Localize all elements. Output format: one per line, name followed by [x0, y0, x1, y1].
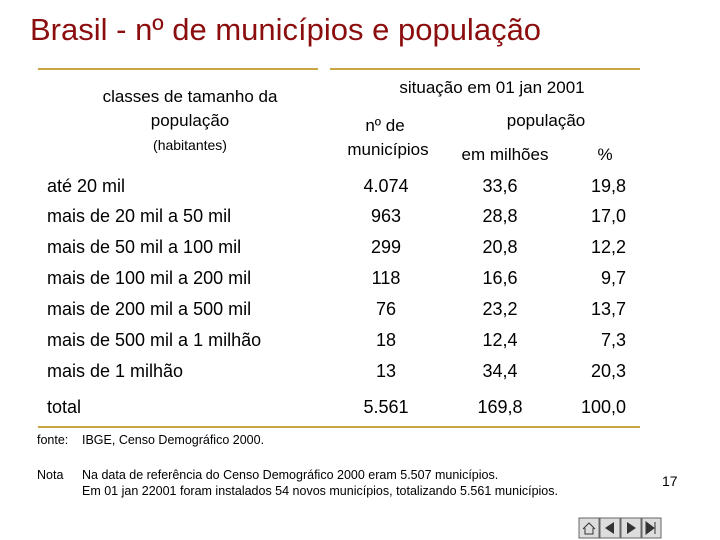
cell: 19,8	[590, 176, 626, 196]
cell: 12,2	[590, 237, 626, 257]
cell: 9,7	[600, 268, 626, 288]
cell: 100,0	[580, 397, 626, 417]
cell: 5.561	[363, 397, 409, 417]
cell: 23,2	[482, 299, 518, 319]
row-label: mais de 500 mil a 1 milhão	[47, 330, 262, 350]
icon	[605, 522, 614, 534]
nav-home[interactable]	[578, 517, 600, 539]
cell: 20,3	[590, 361, 626, 381]
icon	[627, 522, 636, 534]
row-label: mais de 50 mil a 100 mil	[47, 237, 242, 257]
header-cell: classes de tamanho da	[102, 87, 278, 106]
cell: 33,6	[482, 176, 518, 196]
cell: 18	[375, 330, 397, 350]
source-text: IBGE, Censo Demográfico 2000.	[82, 433, 265, 447]
cell: 299	[370, 237, 402, 257]
cell: 28,8	[482, 206, 518, 226]
cell: 169,8	[477, 397, 523, 417]
row-label: mais de 20 mil a 50 mil	[47, 206, 232, 226]
note-label: Nota	[37, 468, 64, 482]
nav-controls	[578, 517, 662, 539]
cell: 20,8	[482, 237, 518, 257]
header-cell: %	[597, 145, 613, 164]
rule	[330, 68, 640, 70]
cell: 16,6	[482, 268, 518, 288]
cell: 963	[370, 206, 402, 226]
row-label: total	[47, 397, 82, 417]
cell: 13,7	[590, 299, 626, 319]
row-label: mais de 200 mil a 500 mil	[47, 299, 252, 319]
header-cell: população	[150, 111, 230, 130]
header-cell: população	[506, 111, 586, 130]
note-line: Em 01 jan 22001 foram instalados 54 novo…	[82, 484, 558, 498]
header-cell: municípios	[347, 140, 429, 159]
cell: 7,3	[600, 330, 626, 350]
cell: 118	[371, 268, 401, 288]
icon	[645, 521, 656, 535]
page-number: 17	[662, 473, 678, 489]
header-cell: em milhões	[461, 145, 549, 164]
row-label: mais de 1 milhão	[47, 361, 184, 381]
header-cell: situação em 01 jan 2001	[399, 78, 585, 97]
cell: 12,4	[482, 330, 518, 350]
header-cell: nº de	[365, 116, 405, 135]
cell: 4.074	[363, 176, 409, 196]
title: Brasil - nº de municípios e população	[30, 12, 542, 47]
cell: 34,4	[482, 361, 518, 381]
icon	[582, 522, 596, 535]
header-cell: (habitantes)	[153, 137, 227, 153]
cell: 76	[375, 299, 397, 319]
cell: 13	[375, 361, 397, 381]
note-line: Na data de referência do Censo Demográfi…	[82, 468, 499, 482]
row-label: até 20 mil	[47, 176, 126, 196]
source-label: fonte:	[37, 433, 69, 447]
row-label: mais de 100 mil a 200 mil	[47, 268, 252, 288]
rule	[38, 68, 318, 70]
rule	[38, 426, 640, 428]
cell: 17,0	[590, 206, 626, 226]
